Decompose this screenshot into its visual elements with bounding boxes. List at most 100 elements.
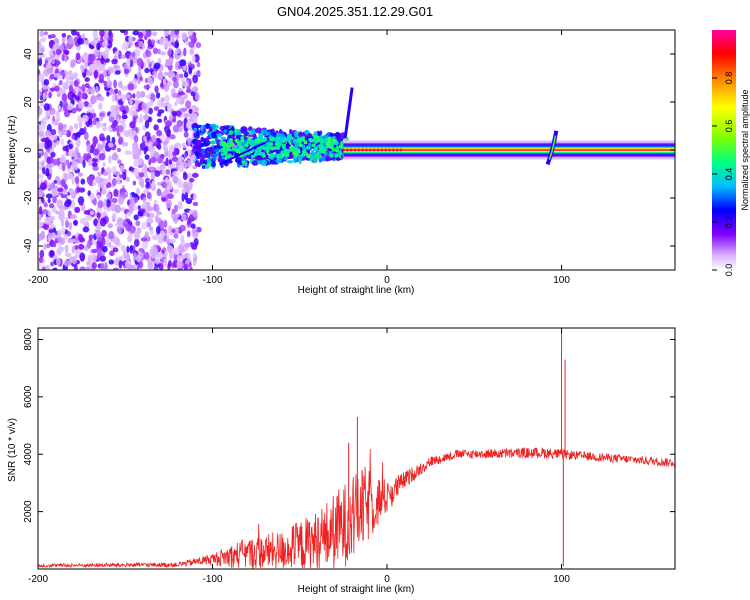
spectrogram-cell (142, 200, 147, 207)
spectrogram-cell (141, 240, 149, 250)
spectrogram-cell (173, 204, 179, 213)
spectrogram-cell (298, 132, 303, 137)
spectrogram-cell (76, 186, 81, 194)
spectrogram-cell (74, 122, 79, 130)
spectrogram-cell (50, 52, 55, 59)
spectrogram-cell (184, 112, 189, 119)
spectrogram-cell (146, 191, 152, 200)
spectrogram-cell (191, 38, 197, 43)
spectrogram-cell (155, 92, 161, 99)
spectrogram-cell (60, 193, 68, 199)
spectrogram-cell (50, 182, 54, 190)
snr-xtick-label: 0 (384, 574, 390, 585)
spectrogram-cell (114, 171, 121, 176)
spectrogram-cell (160, 97, 165, 103)
spectrogram-cell (71, 134, 76, 140)
spectrogram-cell (221, 147, 226, 152)
spectrogram-cell (165, 157, 169, 167)
spectrogram-cell (90, 253, 98, 262)
spectrogram-cell (163, 83, 170, 92)
spectrogram-cell (183, 71, 189, 78)
spectrogram-cell (52, 195, 57, 204)
spectrogram-cell (310, 150, 315, 157)
spectrogram-cell (318, 149, 323, 154)
spectrogram-cell (167, 70, 174, 78)
spectrogram-cell (102, 50, 109, 60)
spectrogram-cell (133, 196, 139, 204)
spectrogram-cell (84, 59, 88, 69)
spectrogram-cell (189, 178, 195, 183)
spectrogram-cell (149, 146, 156, 153)
spectrogram-cell (102, 162, 106, 167)
spectrogram-cell (39, 249, 45, 258)
spectrogram-cell (63, 260, 71, 267)
spectrogram-cell (89, 210, 95, 215)
spectrogram-cell (97, 247, 103, 257)
spectrogram-cell (51, 188, 57, 197)
spectrogram-cell (155, 258, 160, 265)
spectrogram-cell (187, 159, 191, 165)
spectrogram-cell (338, 144, 343, 149)
spectrogram-cell (55, 118, 59, 125)
spectrogram-cell (149, 212, 155, 219)
spectrogram-cell (217, 133, 222, 138)
spectrogram-cell (111, 109, 117, 114)
spectrogram-cell (72, 72, 79, 78)
spectrogram-cell (46, 67, 54, 74)
spectrogram-cell (209, 140, 217, 145)
spectrogram-cell (83, 152, 88, 161)
spectrogram-cell (306, 154, 311, 159)
spectrogram-cell (186, 231, 191, 238)
snr-xtick-label: -200 (28, 574, 48, 585)
spectrogram-cell (162, 37, 169, 46)
spectrogram-cell (165, 199, 172, 209)
spectrogram-cell (48, 91, 52, 99)
spectrogram-cell (97, 171, 102, 176)
spectrogram-cell (41, 266, 47, 270)
spectrogram-cell (121, 115, 128, 120)
spectrogram-cell (146, 217, 153, 223)
spectrogram-ytick-label: 40 (23, 48, 34, 60)
spectrogram-cell (152, 70, 158, 76)
spectrogram-cell (277, 153, 282, 158)
spectrogram-cell (59, 210, 65, 218)
spectrogram-cell (154, 85, 159, 93)
spectrogram-cell (102, 171, 109, 176)
spectrogram-cell (121, 85, 129, 91)
spectrogram-cell (328, 150, 333, 154)
spectrogram-cell (268, 141, 273, 146)
spectrogram-cell (210, 131, 217, 139)
spectrogram-cell (97, 183, 105, 189)
spectrogram-cell (307, 133, 311, 138)
spectrogram-cell (365, 148, 368, 152)
spectrogram-cell (106, 40, 113, 49)
spectrogram-cell (69, 214, 77, 220)
spectrogram-cell (50, 151, 56, 158)
spectrogram-cell (154, 170, 161, 177)
spectrogram-cell (38, 107, 43, 116)
spectrogram-cell (247, 136, 252, 141)
spectrogram-xtick-label: -100 (203, 275, 223, 286)
spectrogram-cell (140, 237, 148, 242)
spectrogram-cell (138, 172, 145, 178)
spectrogram-cell (64, 173, 68, 182)
spectrogram-cell (45, 109, 51, 118)
spectrogram-cell (101, 56, 105, 65)
spectrogram-cell (47, 209, 52, 217)
spectrogram-cell (106, 199, 111, 208)
spectrogram-cell (240, 136, 245, 141)
spectrogram-cell (145, 145, 149, 152)
spectrogram-cell (191, 172, 199, 178)
spectrogram-cell (52, 241, 57, 248)
spectrogram-cell (42, 92, 46, 100)
spectrogram-cell (151, 180, 155, 189)
colorbar-tick-label: 0.8 (724, 72, 734, 85)
spectrogram-cell (55, 210, 59, 215)
spectrogram-cell (180, 234, 185, 243)
snr-y-label: SNR (10 * v/v) (7, 418, 18, 482)
spectrogram-cell (172, 80, 179, 89)
spectrogram-cell (314, 146, 319, 151)
spectrogram-cell (188, 35, 195, 40)
spectrogram-cell (153, 62, 161, 70)
spectrogram-cell (167, 150, 172, 159)
